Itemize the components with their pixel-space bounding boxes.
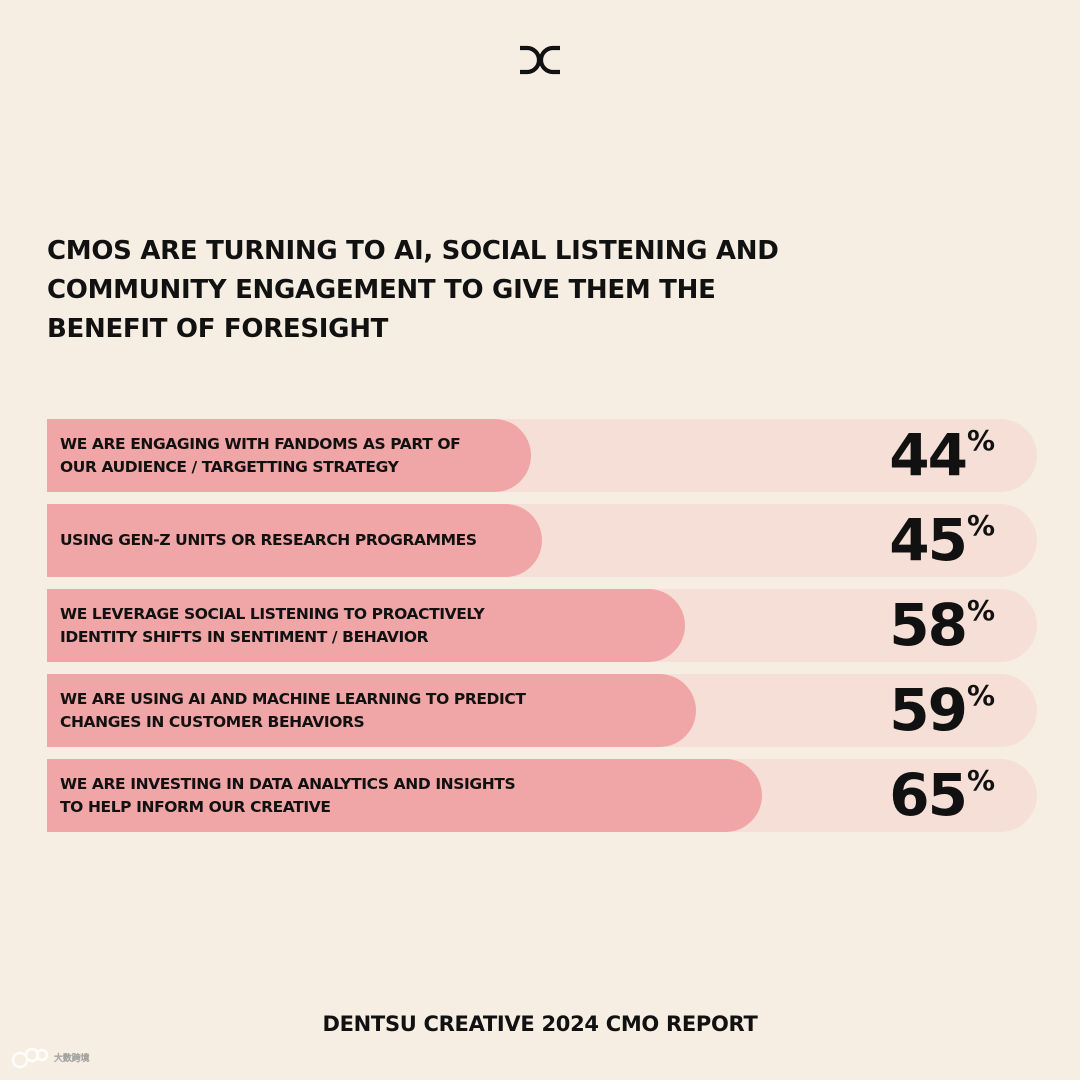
- bar-chart: WE ARE ENGAGING WITH FANDOMS AS PART OF …: [47, 419, 1037, 844]
- bar-row: WE ARE USING AI AND MACHINE LEARNING TO …: [47, 674, 1037, 747]
- bar-value-number: 45: [889, 506, 968, 574]
- bar-label: WE LEVERAGE SOCIAL LISTENING TO PROACTIV…: [60, 604, 485, 646]
- bar-value-number: 65: [889, 761, 968, 829]
- bar-row: WE ARE ENGAGING WITH FANDOMS AS PART OF …: [47, 419, 1037, 492]
- bar: [47, 589, 685, 662]
- bar-value: 58%: [889, 593, 995, 666]
- headline: CMOS ARE TURNING TO AI, SOCIAL LISTENING…: [47, 236, 779, 344]
- bar-row: WE LEVERAGE SOCIAL LISTENING TO PROACTIV…: [47, 589, 1037, 662]
- bar-row: USING GEN-Z UNITS OR RESEARCH PROGRAMMES…: [47, 504, 1037, 577]
- bar-row: WE ARE INVESTING IN DATA ANALYTICS AND I…: [47, 759, 1037, 832]
- bar-value: 44%: [889, 423, 995, 496]
- watermark: 大数跨境: [10, 1044, 94, 1072]
- bar-value-number: 59: [889, 676, 968, 744]
- percent-sign: %: [966, 679, 995, 712]
- bar-label: WE ARE ENGAGING WITH FANDOMS AS PART OF …: [60, 434, 461, 476]
- watermark-text: 大数跨境: [54, 1052, 90, 1064]
- percent-sign: %: [966, 424, 995, 457]
- bar-value: 45%: [889, 508, 995, 581]
- watermark-logo-icon: [11, 1047, 49, 1069]
- percent-sign: %: [966, 509, 995, 542]
- bar-label: WE ARE USING AI AND MACHINE LEARNING TO …: [60, 689, 526, 731]
- dc-logo: [520, 45, 560, 75]
- bar-label: USING GEN-Z UNITS OR RESEARCH PROGRAMMES: [60, 531, 477, 549]
- percent-sign: %: [966, 764, 995, 797]
- bar: [47, 674, 696, 747]
- bar-value-number: 44: [889, 421, 968, 489]
- bar-label: WE ARE INVESTING IN DATA ANALYTICS AND I…: [60, 774, 516, 816]
- bar-value-number: 58: [889, 591, 968, 659]
- bar: [47, 419, 531, 492]
- percent-sign: %: [966, 594, 995, 627]
- report-footer: DENTSU CREATIVE 2024 CMO REPORT: [322, 1012, 758, 1036]
- svg-text:大数跨境: 大数跨境: [54, 1052, 90, 1064]
- bar-value: 65%: [889, 763, 995, 836]
- bar: [47, 504, 542, 577]
- bar-value: 59%: [889, 678, 995, 751]
- bar: [47, 759, 762, 832]
